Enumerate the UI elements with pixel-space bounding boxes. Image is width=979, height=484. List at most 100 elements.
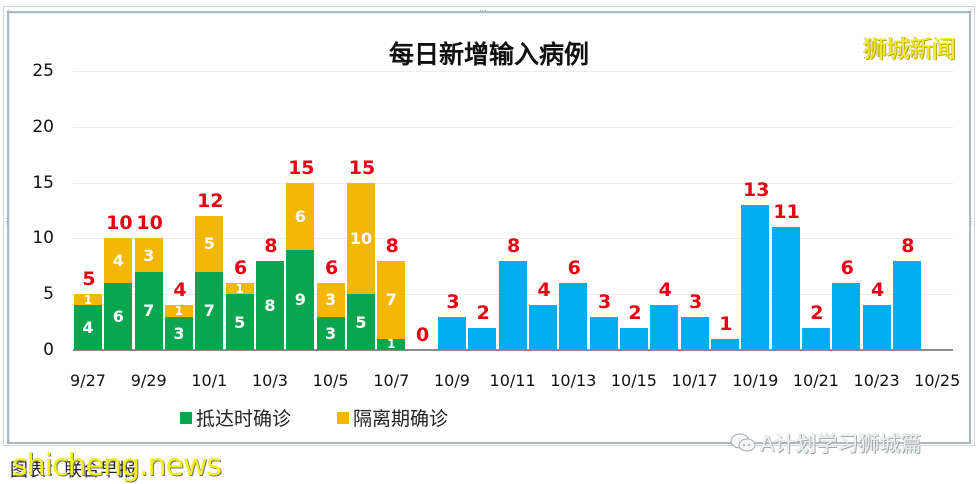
total-label: 2 bbox=[476, 301, 490, 324]
bar-segment-blue bbox=[832, 283, 861, 350]
x-tick-label: 10/23 bbox=[853, 371, 900, 390]
chart-frame: ⁘ ⋯ ⁘ ⋮ ⋮ ⁘ ⁘ 每日新增输入病例 狮城新闻 bbox=[3, 7, 975, 447]
bar-segment-yellow: 5 bbox=[195, 216, 224, 272]
total-label: 10 bbox=[136, 212, 163, 235]
bar-segment-green: 8 bbox=[255, 260, 284, 350]
total-label: 3 bbox=[688, 290, 703, 313]
bar-10/15 bbox=[619, 327, 648, 350]
bar-segment-yellow: 6 bbox=[286, 182, 315, 250]
bar-segment-green: 1 bbox=[377, 337, 406, 351]
bar-segment-green: 9 bbox=[286, 249, 315, 350]
bar-10/10 bbox=[468, 327, 497, 350]
total-label: 13 bbox=[743, 178, 770, 201]
x-tick-label: 10/25 bbox=[914, 371, 961, 390]
total-label: 4 bbox=[658, 279, 672, 302]
bar-10/9 bbox=[437, 316, 466, 350]
x-tick-label: 9/27 bbox=[70, 371, 106, 390]
plot-area: 4 1 5 6 4 10 7 3 10 3 1 4 7 5 12 5 1 6 8 8 9 6 15 3 3 6 5 10 15 1 7 8 0 3… bbox=[73, 71, 953, 351]
total-label: 1 bbox=[719, 312, 733, 335]
bar-10/20 bbox=[771, 227, 800, 350]
chart-outer-border bbox=[3, 6, 975, 446]
bar-segment-yellow: 1 bbox=[74, 293, 102, 307]
bar-segment-green: 3 bbox=[164, 316, 193, 350]
bar-segment-blue bbox=[680, 316, 709, 350]
bar-segment-green: 5 bbox=[225, 294, 254, 350]
x-tick-label: 10/9 bbox=[433, 371, 470, 390]
gridline bbox=[73, 182, 953, 184]
total-label: 6 bbox=[325, 257, 339, 280]
total-label: 8 bbox=[506, 234, 521, 257]
bar-segment-blue bbox=[619, 327, 648, 350]
wechat-icon bbox=[730, 433, 756, 453]
bar-10/13 bbox=[559, 283, 588, 350]
bar-10/17 bbox=[680, 316, 709, 350]
x-tick-label: 10/19 bbox=[732, 371, 779, 390]
legend-item-arrival: 抵达时确诊 bbox=[180, 404, 291, 431]
total-label: 15 bbox=[288, 156, 315, 179]
bar-10/12 bbox=[528, 305, 557, 350]
bar-segment-blue bbox=[559, 283, 588, 350]
bar-10/3: 8 bbox=[255, 260, 284, 350]
legend-swatch-green bbox=[180, 411, 192, 424]
x-tick-label: 10/5 bbox=[312, 371, 349, 390]
bar-10/24 bbox=[892, 260, 921, 350]
bar-segment-blue bbox=[862, 305, 891, 350]
bar-10/19 bbox=[741, 204, 770, 350]
total-label: 8 bbox=[385, 234, 399, 257]
y-tick-label: 25 bbox=[32, 61, 54, 81]
x-tick-label: 10/13 bbox=[550, 371, 597, 390]
y-tick-label: 20 bbox=[32, 116, 54, 137]
total-label: 15 bbox=[348, 156, 376, 179]
total-label: 2 bbox=[628, 301, 642, 324]
total-label: 8 bbox=[901, 234, 915, 257]
legend-label: 隔离期确诊 bbox=[353, 408, 449, 430]
resize-handle-left[interactable]: ⋮ bbox=[3, 217, 11, 226]
total-label: 6 bbox=[567, 257, 581, 280]
legend-label: 抵达时确诊 bbox=[196, 408, 292, 430]
bar-segment-green: 7 bbox=[195, 271, 224, 350]
total-label: 3 bbox=[597, 290, 612, 313]
total-label: 0 bbox=[416, 324, 430, 346]
bar-10/11 bbox=[498, 260, 527, 350]
bar-segment-green: 5 bbox=[346, 294, 375, 350]
total-label: 4 bbox=[537, 279, 551, 302]
bar-segment-blue bbox=[589, 316, 618, 350]
caption: 图表：联合早报 bbox=[10, 460, 136, 481]
legend-swatch-yellow bbox=[337, 411, 350, 424]
bar-segment-yellow: 1 bbox=[164, 304, 193, 318]
resize-handle-top-right[interactable]: ⁘ bbox=[967, 7, 974, 16]
gridline bbox=[73, 126, 953, 128]
bar-segment-yellow: 4 bbox=[104, 238, 133, 284]
bar-10/23 bbox=[862, 305, 891, 350]
legend-item-quarantine: 隔离期确诊 bbox=[337, 404, 448, 431]
bar-segment-blue bbox=[801, 327, 830, 350]
bar-10/18 bbox=[710, 338, 739, 350]
total-label: 2 bbox=[810, 301, 824, 324]
total-label: 11 bbox=[773, 201, 800, 224]
x-tick-label: 10/7 bbox=[373, 371, 410, 390]
resize-handle-right[interactable]: ⋮ bbox=[967, 217, 975, 226]
bar-segment-green: 7 bbox=[134, 271, 163, 350]
bar-segment-green: 4 bbox=[74, 305, 102, 350]
y-tick-label: 15 bbox=[32, 172, 54, 193]
bar-segment-blue bbox=[741, 204, 770, 350]
bar-segment-blue bbox=[498, 260, 527, 350]
resize-handle-bottom-right[interactable]: ⁘ bbox=[967, 438, 974, 447]
resize-handle-bottom-left[interactable]: ⁘ bbox=[5, 438, 12, 447]
gridline bbox=[73, 238, 953, 240]
resize-handle-top-left[interactable]: ⁘ bbox=[5, 7, 12, 16]
x-tick-label: 10/17 bbox=[671, 371, 718, 390]
bar-segment-green: 3 bbox=[316, 316, 345, 350]
resize-handle-top[interactable]: ⋯ bbox=[479, 6, 487, 15]
total-label: 4 bbox=[870, 279, 885, 302]
x-axis-line bbox=[73, 349, 953, 351]
total-label: 3 bbox=[446, 290, 460, 313]
